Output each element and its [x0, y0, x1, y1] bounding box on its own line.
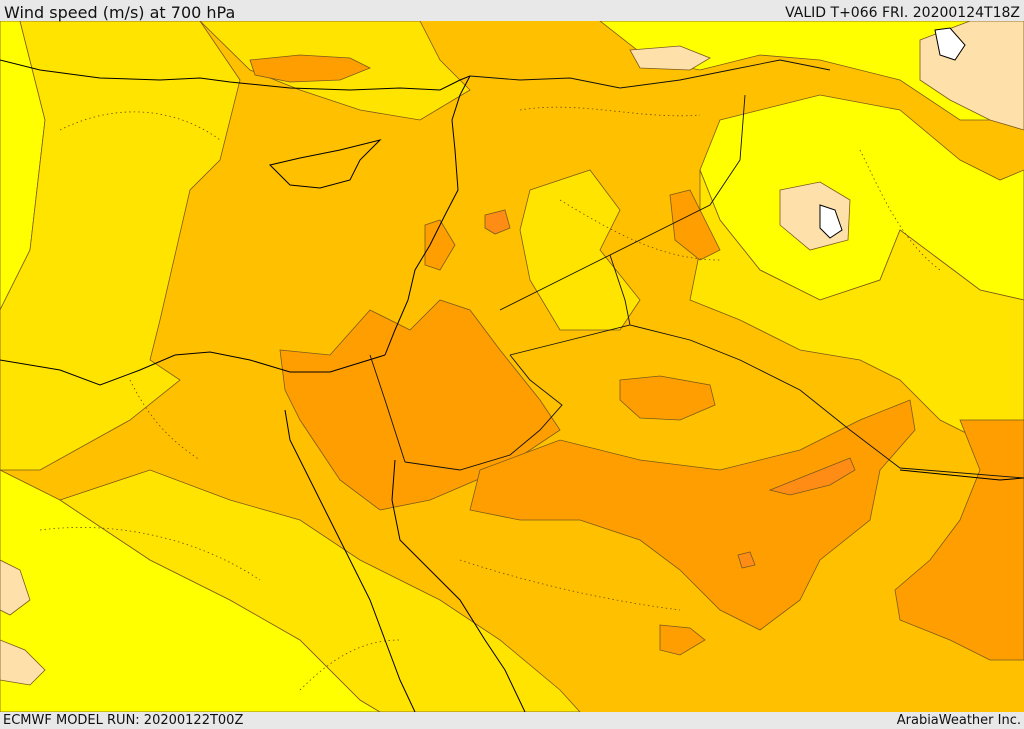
country-borders: [369, 59, 1024, 479]
wind-band-high-center: [619, 375, 716, 421]
map-title: Wind speed (m/s) at 700 hPa: [4, 3, 236, 22]
wind-band-high-north: [249, 54, 371, 83]
wind-band-higher-1: [768, 457, 856, 496]
wind-band-high-arabia: [469, 399, 916, 631]
wind-band-low-east: [689, 169, 1024, 441]
dotted-isotachs: [39, 106, 941, 691]
coastlines: [0, 27, 1024, 712]
valid-time: VALID T+066 FRI. 20200124T18Z: [785, 5, 1020, 21]
wind-band-high-iraq: [669, 189, 721, 261]
wind-map: [0, 21, 1024, 712]
wind-band-calm-sw2: [0, 639, 46, 686]
wind-band-high-east: [894, 419, 1024, 661]
wind-band-calm-north: [629, 45, 711, 71]
map-header: Wind speed (m/s) at 700 hPa VALID T+066 …: [0, 0, 1024, 22]
wind-band-calm-sw: [0, 559, 31, 616]
wind-band-higher-3: [484, 209, 511, 235]
wind-band-low-central: [519, 169, 641, 331]
wind-band-low-south: [59, 469, 581, 712]
wind-band-high-south: [659, 624, 706, 656]
wind-band-higher-2: [737, 551, 756, 569]
model-run: ECMWF MODEL RUN: 20200122T00Z: [3, 713, 244, 728]
map-footer: ECMWF MODEL RUN: 20200122T00Z ArabiaWeat…: [0, 712, 1024, 729]
credit: ArabiaWeather Inc.: [896, 713, 1021, 728]
wind-band-high-lebanon: [424, 219, 456, 271]
wind-band-low-west: [0, 21, 241, 471]
wind-band-high-sinai: [279, 299, 561, 511]
